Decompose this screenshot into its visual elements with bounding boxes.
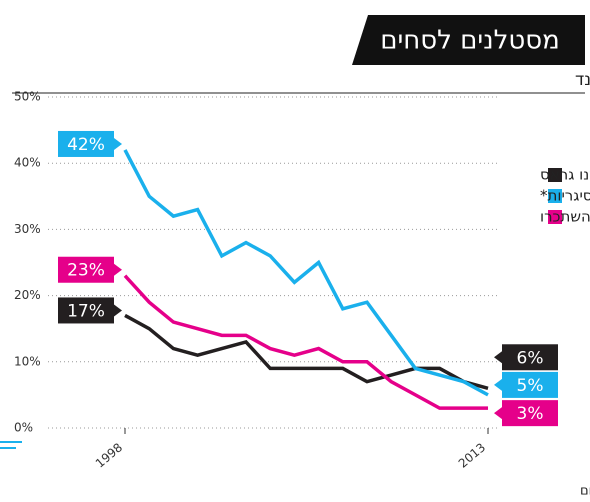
legend-swatch: [548, 168, 562, 182]
x-tick-label: 2013: [456, 440, 488, 470]
legend-swatch: [548, 210, 562, 224]
y-tick-label: 10%: [14, 354, 41, 368]
label-box: [58, 256, 114, 283]
x-tick-label: 1998: [93, 440, 125, 470]
data-label: 17%: [67, 301, 105, 321]
series-line: [124, 313, 489, 390]
label-pointer: [114, 137, 122, 150]
legend-label: השתכרו: [540, 208, 590, 226]
footnote: בחודש שקדם למילוי הסקר * בכל יום: [580, 484, 590, 499]
data-label: 5%: [517, 376, 544, 396]
label-box: [502, 400, 558, 427]
label-pointer: [114, 304, 122, 317]
data-label: 42%: [67, 135, 105, 155]
data-label: 6%: [517, 348, 544, 368]
legend-swatch: [548, 189, 562, 203]
label-box: [58, 297, 114, 324]
chart-title: מסטלנים לסחים: [380, 26, 560, 56]
label-box: [502, 344, 558, 371]
y-tick-label: 50%: [14, 90, 41, 104]
legend-label: עישנו גראס: [540, 166, 590, 184]
label-pointer: [494, 351, 502, 364]
label-pointer: [494, 407, 502, 420]
label-box: [58, 130, 114, 157]
legend-label: עישנו סיגריות*: [540, 187, 590, 205]
label-pointer: [494, 378, 502, 391]
series-line: [123, 274, 488, 410]
label-pointer: [114, 263, 122, 276]
chart-subtitle: הרגלי שימוש בקרב בני 16-15 באיסלנד: [575, 70, 590, 90]
y-tick-label: 20%: [14, 288, 41, 302]
series-line: [123, 149, 489, 397]
data-label: 3%: [517, 404, 544, 424]
label-box: [502, 371, 558, 398]
title-box: [352, 15, 585, 65]
y-tick-label: 30%: [14, 222, 41, 236]
y-tick-label: 40%: [14, 156, 41, 170]
y-tick-label: 0%: [14, 421, 33, 435]
data-label: 23%: [67, 261, 105, 281]
